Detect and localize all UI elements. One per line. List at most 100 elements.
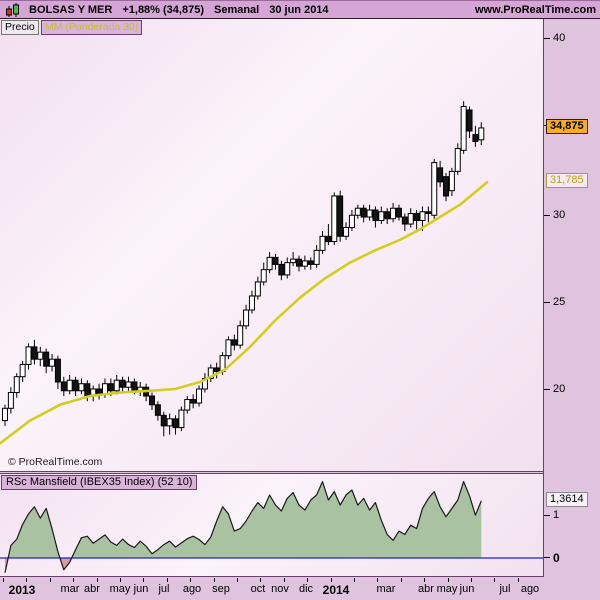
time-axis-label: abr (418, 583, 434, 595)
candle-body (401, 216, 408, 225)
time-axis-label: oct (250, 583, 266, 595)
candle-body (190, 399, 197, 404)
timeframe-label: Semanal (213, 3, 260, 16)
time-axis-label: jul (499, 583, 511, 595)
candle-body (407, 213, 414, 225)
time-axis-tick (166, 578, 168, 582)
time-axis-label: 2013 (8, 583, 36, 597)
candle-body (260, 269, 267, 283)
candle-body (384, 211, 391, 220)
candle-body (448, 170, 455, 192)
time-axis-tick (283, 578, 285, 582)
indicator-axis-label: 0 (553, 551, 560, 565)
candle-body (460, 105, 467, 151)
last-price-tag: 34,875 (546, 119, 588, 134)
time-axis-tick (120, 578, 121, 582)
candle-body (437, 167, 444, 183)
candlestick-chart[interactable] (0, 19, 543, 472)
time-axis-label: jun (459, 583, 475, 595)
indicator-panel[interactable]: RSc Mansfield (IBEX35 Index) (52 10) (0, 473, 543, 577)
candle-body (37, 351, 44, 360)
candle-body (337, 195, 344, 237)
copyright-watermark: © ProRealTime.com (8, 456, 103, 468)
candle-body (466, 109, 473, 132)
time-axis-label: mar (60, 583, 80, 595)
ma-value-tag: 31,785 (546, 173, 588, 188)
candle-body (454, 148, 461, 172)
candle-body (478, 127, 485, 141)
candle-body (278, 263, 285, 276)
candle-body (395, 207, 402, 218)
candle-body (31, 346, 38, 360)
time-axis-tick (377, 578, 379, 582)
time-axis-label: dic (298, 583, 314, 595)
candle-body (125, 381, 132, 388)
candle-body (231, 339, 238, 346)
moving-average-label[interactable]: MM (Ponderada 30) (41, 20, 143, 35)
candle-body (313, 249, 320, 265)
candle-body (78, 383, 85, 392)
candle-body (49, 358, 56, 367)
candle-body (372, 209, 379, 222)
candle-body (207, 367, 214, 379)
price-chart-panel[interactable]: Precio MM (Ponderada 30) © ProRealTime.c… (0, 19, 543, 472)
candlestick-logo-icon (6, 2, 19, 17)
candle-body (319, 235, 326, 251)
time-axis-label: jul (158, 583, 170, 595)
price-panel-label[interactable]: Precio (1, 20, 39, 35)
time-axis-tick (424, 578, 426, 582)
time-axis-label: ago (520, 583, 540, 595)
candle-body (7, 392, 14, 409)
rsc-mansfield-chart[interactable] (0, 474, 543, 578)
price-axis-label: 30 (553, 209, 566, 221)
candle-body (237, 325, 244, 346)
candle-body (254, 281, 261, 297)
time-axis-tick (143, 578, 145, 582)
website-watermark: www.ProRealTime.com (474, 3, 596, 16)
candle-body (54, 358, 61, 383)
time-axis-label: sep (212, 583, 230, 595)
candle-body (272, 256, 279, 265)
time-axis-label: may (436, 583, 458, 595)
candle-body (248, 295, 255, 311)
candle-body (107, 383, 114, 392)
candle-body (166, 418, 173, 427)
price-axis-label: 25 (553, 296, 566, 308)
candle-body (66, 379, 73, 392)
candle-body (307, 260, 314, 265)
time-axis-tick (73, 578, 75, 582)
time-axis-tick (190, 578, 192, 582)
candle-body (266, 256, 273, 271)
candle-body (213, 367, 220, 372)
candle-body (284, 262, 291, 276)
time-axis-label: abr (84, 583, 100, 595)
candle-body (184, 399, 191, 411)
candle-body (443, 176, 449, 197)
candle-body (378, 211, 385, 222)
right-price-axis: 4035302520 31,785 34,875 10 1,3614 (543, 19, 600, 577)
time-axis-tick (307, 578, 309, 582)
time-axis-tick (96, 578, 98, 582)
time-axis-tick (3, 578, 4, 582)
candle-body (43, 351, 50, 367)
candle-body (390, 207, 397, 220)
candle-body (60, 381, 67, 392)
candle-body (366, 209, 373, 218)
time-axis-tick (237, 578, 238, 582)
time-axis-tick (494, 578, 496, 582)
candle-body (431, 162, 438, 216)
price-axis-label: 40 (553, 32, 566, 44)
candle-body (2, 407, 8, 422)
candle-body (325, 235, 332, 243)
time-axis-tick (447, 578, 449, 582)
candle-body (225, 339, 232, 357)
candle-body (301, 260, 308, 267)
candle-body (119, 379, 126, 388)
indicator-label[interactable]: RSc Mansfield (IBEX35 Index) (52 10) (1, 475, 198, 490)
candle-body (343, 227, 350, 237)
candle-body (25, 346, 32, 365)
time-axis-label: 2014 (322, 583, 350, 597)
time-axis-label: ago (182, 583, 202, 595)
time-axis: 2013 mar abr may jun jul ago sep oct nov dic 2014 ma… (0, 578, 600, 600)
candle-body (472, 134, 479, 143)
